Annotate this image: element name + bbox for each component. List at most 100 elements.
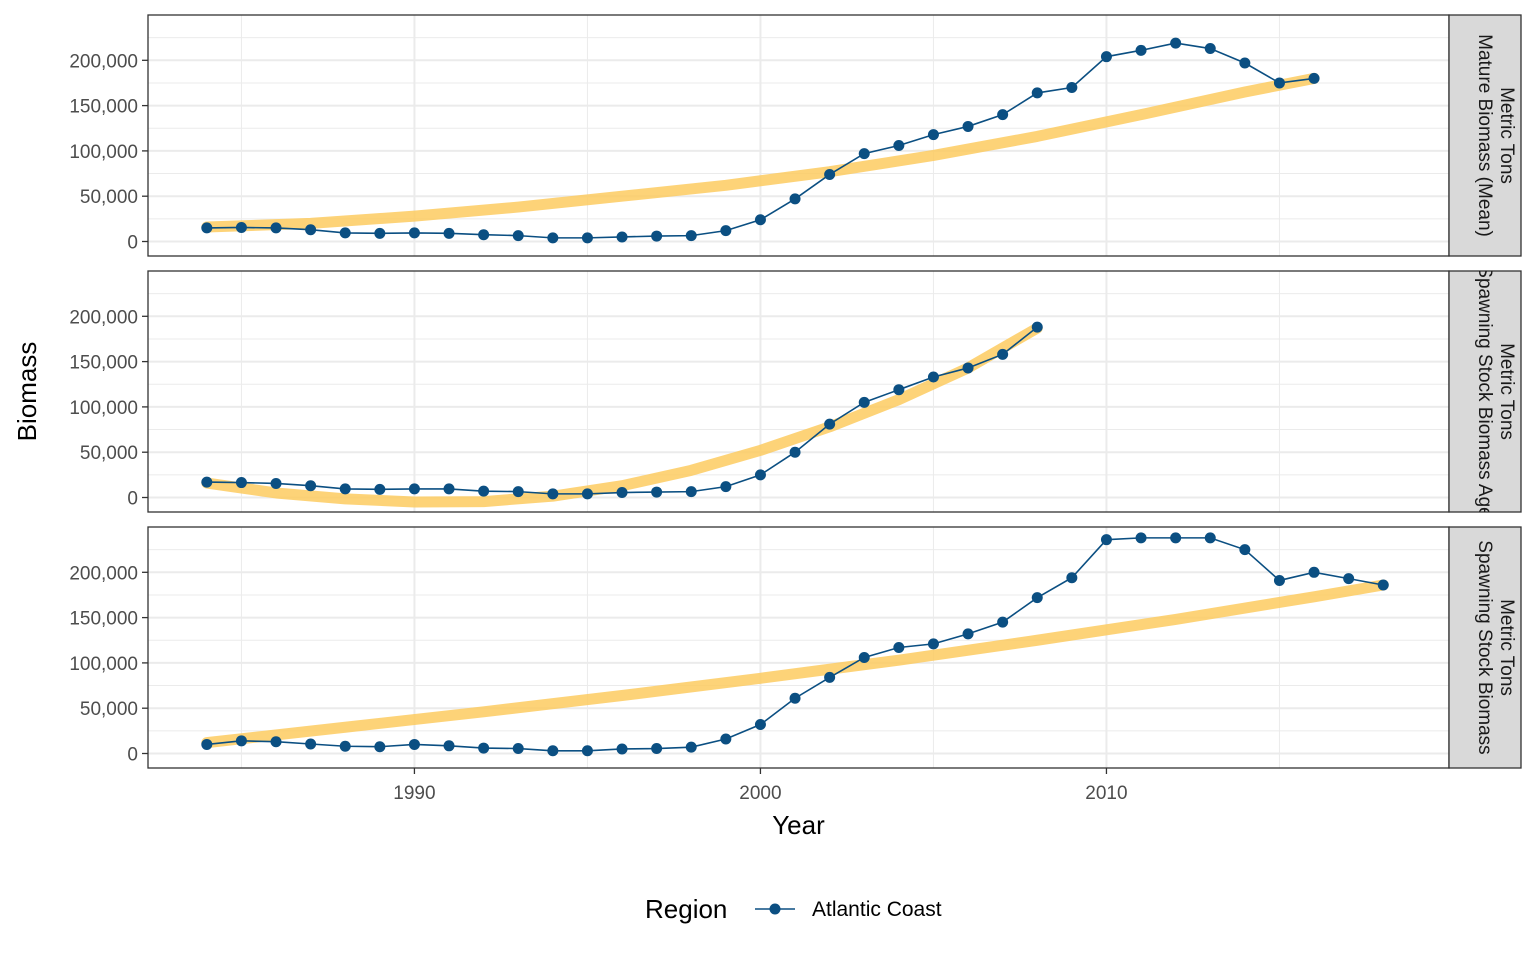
data-point: [685, 486, 697, 498]
data-point: [685, 741, 697, 753]
y-tick-label: 100,000: [69, 654, 138, 675]
data-point: [1204, 43, 1216, 55]
legend-title: Region: [645, 894, 727, 924]
data-point: [616, 231, 628, 243]
data-point: [720, 225, 732, 237]
data-point: [547, 232, 559, 244]
legend: Region Atlantic Coast: [645, 894, 942, 924]
data-point: [997, 616, 1009, 628]
data-point: [339, 740, 351, 752]
data-point: [927, 129, 939, 141]
data-point: [1170, 37, 1182, 49]
data-point: [1066, 572, 1078, 584]
data-point: [478, 485, 490, 497]
data-point: [305, 224, 317, 236]
data-point: [408, 227, 420, 239]
data-point: [1100, 51, 1112, 63]
data-point: [720, 733, 732, 745]
data-point: [1170, 532, 1182, 544]
data-point: [443, 740, 455, 752]
data-point: [754, 214, 766, 226]
data-point: [270, 477, 282, 489]
panel-2: 0 50,000 100,000 150,000 200,000 Spawning Sto…: [69, 265, 1522, 517]
data-point: [824, 168, 836, 180]
facet-strip: [1448, 526, 1522, 769]
panel-3: 0 50,000 100,000 150,000 200,000 Spawning Sto…: [69, 526, 1522, 769]
data-point: [997, 109, 1009, 121]
data-point: [962, 362, 974, 374]
data-point: [478, 742, 490, 754]
data-point: [443, 227, 455, 239]
y-tick-label: 100,000: [69, 142, 138, 163]
data-point: [1100, 534, 1112, 546]
y-axis-title: Biomass: [12, 342, 42, 442]
data-point: [547, 488, 559, 500]
data-point: [824, 418, 836, 430]
data-point: [1239, 544, 1251, 556]
x-axis-title: Year: [772, 810, 825, 840]
data-point: [754, 719, 766, 731]
data-point: [962, 628, 974, 640]
data-point: [824, 671, 836, 683]
trend-line: [201, 72, 1320, 233]
strip-text-group: Mature Biomass (Mean) Metric Tons: [1474, 34, 1517, 237]
strip-label-line: Metric Tons: [1496, 343, 1517, 440]
data-point: [858, 148, 870, 160]
data-point: [1273, 77, 1285, 89]
y-tick-label: 50,000: [80, 443, 138, 464]
data-point: [962, 120, 974, 132]
y-tick-label: 150,000: [69, 97, 138, 118]
data-point: [858, 651, 870, 663]
data-point: [754, 469, 766, 481]
x-tick-label: 2000: [739, 783, 781, 804]
data-point: [443, 483, 455, 495]
y-tick-label: 0: [127, 233, 138, 254]
panel-background: [148, 271, 1449, 512]
strip-label-line: Metric Tons: [1496, 87, 1517, 184]
data-point: [270, 222, 282, 234]
strip-label-line: Spawning Stock Biomass: [1474, 540, 1495, 754]
strip-text-group: Spawning Stock Biomass Metric Tons: [1474, 540, 1517, 754]
data-point: [305, 480, 317, 492]
data-point: [374, 227, 386, 239]
x-tick-label: 2010: [1085, 783, 1127, 804]
data-point: [1239, 57, 1251, 69]
data-point: [789, 193, 801, 205]
data-point: [339, 483, 351, 495]
data-point: [408, 738, 420, 750]
legend-key-point: [769, 903, 781, 915]
data-point: [1031, 592, 1043, 604]
y-tick-label: 50,000: [80, 699, 138, 720]
y-tick-label: 150,000: [69, 609, 138, 630]
data-point: [547, 745, 559, 757]
data-point: [201, 476, 213, 488]
y-tick-label: 100,000: [69, 398, 138, 419]
y-tick-label: 200,000: [69, 563, 138, 584]
data-point: [893, 642, 905, 653]
panel-1: 0 50,000 100,000 150,000 200,000 Mature Bioma…: [69, 14, 1522, 257]
trend-line: [201, 322, 1043, 508]
data-point: [616, 743, 628, 755]
strip-label-line: Spawning Stock Biomass Age: [1474, 265, 1495, 517]
data-point: [1031, 87, 1043, 99]
data-point: [1031, 321, 1043, 333]
legend-entry-label: Atlantic Coast: [812, 898, 942, 921]
data-point: [581, 232, 593, 244]
data-point: [1377, 579, 1389, 591]
data-point: [1135, 532, 1147, 544]
data-point: [927, 371, 939, 383]
data-point: [789, 446, 801, 458]
y-tick-label: 0: [127, 489, 138, 510]
data-point: [1308, 72, 1320, 84]
data-point: [616, 487, 628, 499]
data-point: [478, 229, 490, 241]
data-point: [235, 221, 247, 233]
data-point: [685, 230, 697, 242]
data-point: [201, 738, 213, 750]
data-point: [581, 488, 593, 500]
data-point: [235, 735, 247, 747]
trend-line: [201, 579, 1389, 749]
data-point: [1135, 44, 1147, 56]
y-tick-label: 0: [127, 745, 138, 766]
